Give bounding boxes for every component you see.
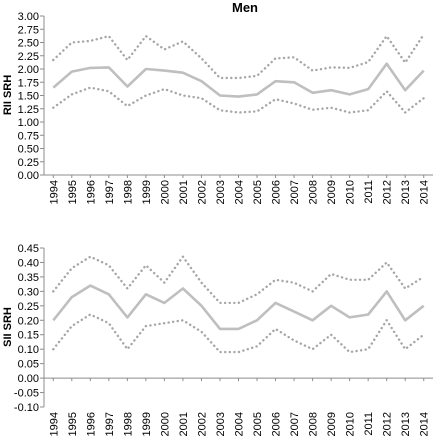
x-tick-label: 2003 [215, 412, 227, 436]
y-tick-label: 2.00 [18, 64, 39, 76]
x-tick-label: 1997 [104, 180, 116, 204]
y-tick-label: 3.00 [18, 11, 39, 23]
x-tick-label: 2001 [178, 180, 190, 204]
x-tick-label: 2008 [308, 180, 320, 204]
x-tick-label: 2013 [400, 180, 412, 204]
y-axis-label: RII SRH [2, 75, 14, 115]
series-line-estimate [52, 62, 425, 98]
y-tick-label: 0.00 [18, 170, 39, 182]
series-line-upper-ci [52, 255, 425, 305]
x-tick-label: 2004 [234, 180, 246, 204]
x-tick-label: 1994 [48, 412, 60, 436]
x-tick-label: 2005 [252, 180, 264, 204]
chart-title: Men [232, 0, 258, 15]
series-line-lower-ci [52, 86, 425, 114]
x-tick-label: 1995 [67, 180, 79, 204]
series-line-upper-ci [52, 33, 425, 80]
x-tick-label: 1998 [122, 412, 134, 436]
x-tick-label: 2014 [419, 412, 431, 436]
y-tick-label: 0.45 [18, 243, 39, 255]
y-tick-label: 0.25 [18, 301, 39, 313]
x-tick-label: 2013 [400, 412, 412, 436]
x-tick-label: 2001 [178, 412, 190, 436]
y-tick-label: 0.20 [18, 315, 39, 327]
x-tick-label: 1996 [85, 180, 97, 204]
x-tick-label: 1997 [104, 412, 116, 436]
y-tick-label: 2.50 [18, 38, 39, 50]
x-tick-label: 2011 [363, 180, 375, 204]
y-tick-label: 0.10 [18, 344, 39, 356]
y-tick-label: 0.25 [18, 157, 39, 169]
x-tick-label: 2008 [308, 412, 320, 436]
y-tick-label: 1.00 [18, 117, 39, 129]
panel-rii-srh: 0.000.250.50 0.751.001.251.50 1.752.002.25… [2, 11, 433, 204]
x-tick-label: 2012 [382, 412, 394, 436]
x-tick-label: 2009 [326, 412, 338, 436]
x-tick-label: 1999 [141, 180, 153, 204]
series-line-lower-ci [52, 313, 425, 354]
y-tick-label: 1.50 [18, 91, 39, 103]
y-tick-label: 1.25 [18, 104, 39, 116]
y-tick-label: 1.75 [18, 77, 39, 89]
x-tick-label: 2006 [271, 180, 283, 204]
y-tick-label: 0.30 [18, 286, 39, 298]
x-tick-label: 1998 [122, 180, 134, 204]
x-tick-label: 2014 [419, 180, 431, 204]
y-tick-label: 2.25 [18, 51, 39, 63]
series-line-estimate [52, 284, 425, 331]
x-tick-label: 2007 [289, 412, 301, 436]
x-tick-label: 2002 [196, 180, 208, 204]
panel-sii-srh: -0.10 -0.05 0.00 0.05 0.10 0.15 0.20 0.25 0.30 0.… [2, 243, 433, 436]
y-tick-label: 0.40 [18, 257, 39, 269]
y-tick-label: 0.05 [18, 359, 39, 371]
x-tick-label: 2010 [345, 180, 357, 204]
y-tick-label: -0.10 [14, 402, 39, 414]
x-tick-label: 2012 [382, 180, 394, 204]
y-tick-label: 2.75 [18, 24, 39, 36]
x-tick-label: 1994 [48, 180, 60, 204]
x-tick-label: 2011 [363, 412, 375, 436]
x-tick-label: 2006 [271, 412, 283, 436]
x-tick-label: 2000 [159, 412, 171, 436]
y-tick-label: 0.15 [18, 330, 39, 342]
x-tick-label: 1999 [141, 412, 153, 436]
y-tick-label: 0.00 [18, 373, 39, 385]
x-tick-label: 2002 [196, 412, 208, 436]
x-tick-label: 2003 [215, 180, 227, 204]
x-tick-label: 2009 [326, 180, 338, 204]
y-tick-label: -0.05 [14, 388, 39, 400]
x-tick-label: 2010 [345, 412, 357, 436]
y-tick-label: 0.50 [18, 144, 39, 156]
y-axis-label: SII SRH [2, 307, 14, 347]
y-tick-label: 0.75 [18, 130, 39, 142]
x-tick-label: 2005 [252, 412, 264, 436]
x-tick-label: 2004 [234, 412, 246, 436]
x-tick-label: 1996 [85, 412, 97, 436]
x-tick-label: 1995 [67, 412, 79, 436]
x-tick-label: 2007 [289, 180, 301, 204]
y-tick-label: 0.35 [18, 272, 39, 284]
x-tick-label: 2000 [159, 180, 171, 204]
